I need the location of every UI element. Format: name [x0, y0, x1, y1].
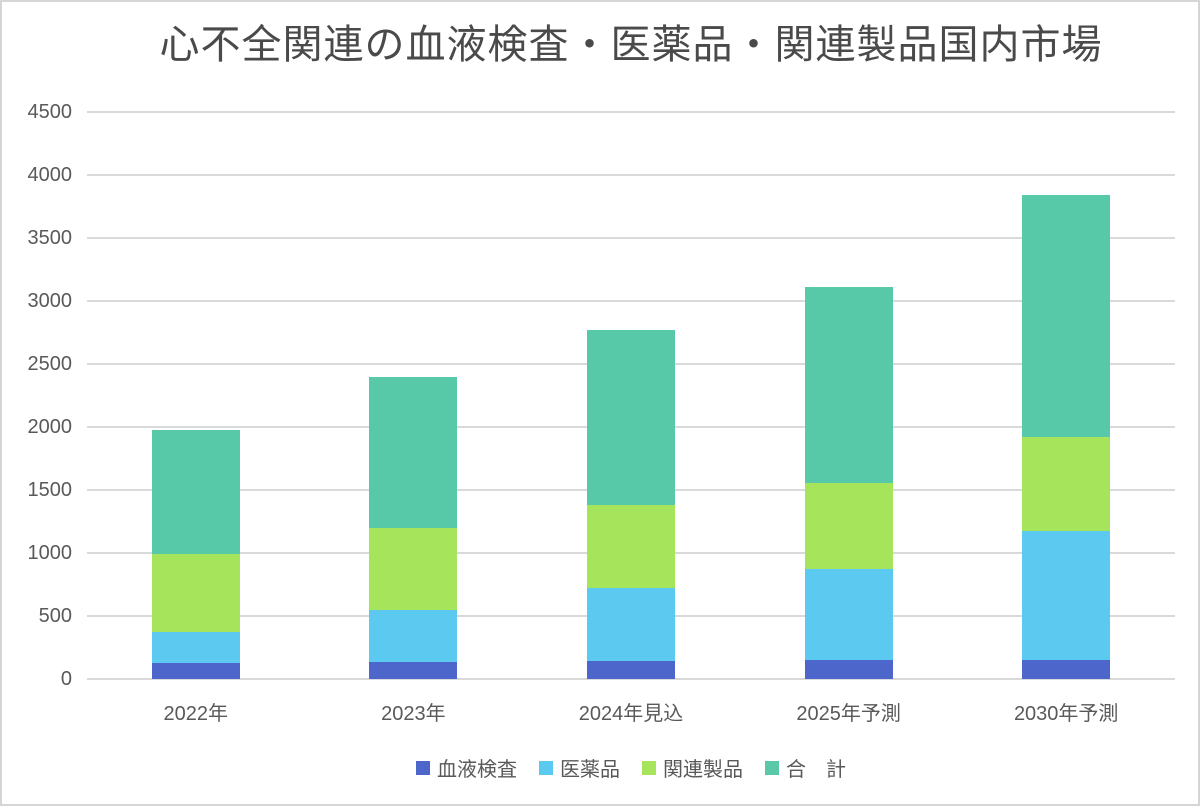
bar-segment [369, 662, 458, 679]
y-tick-label: 1500 [27, 479, 73, 501]
bar-segment [587, 661, 675, 679]
legend: 血液検査 医薬品 関連製品 合 計 [87, 753, 1175, 782]
bar-segment [587, 504, 675, 589]
bar-segment [151, 662, 240, 679]
bar-segment [587, 588, 675, 662]
gridline [87, 237, 1175, 239]
bar-segment [369, 610, 458, 662]
x-tick-label: 2030年予測 [1013, 703, 1119, 725]
legend-item: 合 計 [765, 753, 846, 782]
bar-segment [1022, 437, 1111, 531]
bar-segment [804, 287, 893, 484]
legend-label: 血液検査 [437, 759, 517, 781]
legend-item: 血液検査 [416, 753, 517, 782]
bar-segment [1022, 195, 1111, 438]
y-tick-label: 2000 [27, 416, 73, 438]
y-tick-label: 500 [38, 605, 72, 627]
legend-swatch [416, 760, 430, 775]
legend-swatch [539, 760, 553, 775]
bar-segment [804, 569, 893, 661]
plot-area [87, 111, 1175, 680]
bar-segment [587, 330, 675, 505]
gridline [87, 111, 1175, 113]
chart-title: 心不全関連の血液検査・医薬品・関連製品国内市場 [159, 23, 1103, 67]
legend-item: 医薬品 [539, 753, 620, 782]
gridline [87, 174, 1175, 176]
bar-segment [369, 376, 458, 528]
legend-swatch [765, 760, 779, 775]
x-tick-label: 2022年 [163, 703, 229, 725]
legend-label: 医薬品 [560, 759, 620, 781]
bar-segment [804, 660, 893, 679]
bar-segment [804, 483, 893, 570]
y-tick-label: 4000 [27, 164, 73, 186]
y-tick-label: 4500 [27, 101, 73, 123]
legend-swatch [642, 760, 656, 775]
legend-item: 関連製品 [642, 753, 743, 782]
bar-segment [369, 527, 458, 611]
y-tick-label: 3000 [27, 290, 73, 312]
legend-label: 合 計 [786, 759, 846, 781]
bar-segment [151, 554, 240, 633]
x-tick-label: 2023年 [381, 703, 446, 725]
x-tick-label: 2025年予測 [796, 703, 901, 725]
bar-segment [1022, 531, 1111, 660]
bar-segment [1022, 659, 1111, 679]
legend-label: 関連製品 [663, 759, 743, 781]
bar-segment [151, 632, 240, 663]
bar-segment [151, 429, 240, 555]
x-tick-label: 2024年見込 [578, 703, 684, 725]
gridline [87, 300, 1175, 302]
gridline [87, 678, 1175, 680]
y-tick-label: 3500 [27, 227, 73, 249]
y-tick-label: 0 [60, 668, 72, 690]
y-tick-label: 2500 [27, 353, 73, 375]
y-tick-label: 1000 [27, 542, 73, 564]
